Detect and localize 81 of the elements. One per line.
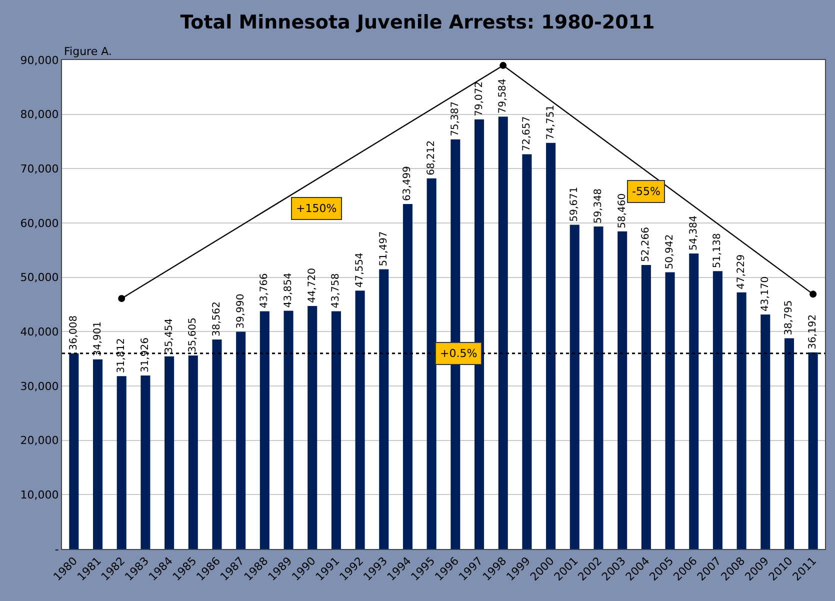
data-label: 51,138 — [712, 233, 724, 268]
bar — [93, 359, 103, 549]
data-label: 43,758 — [330, 273, 342, 308]
data-label: 31,812 — [116, 338, 128, 374]
data-label: 38,562 — [211, 301, 222, 336]
y-tick-label: 70,000 — [20, 162, 59, 176]
data-label: 35,454 — [164, 318, 175, 354]
bar — [426, 178, 436, 549]
text: Figure A. — [64, 45, 112, 58]
bar — [689, 254, 699, 549]
bar — [164, 356, 174, 549]
data-label: 75,387 — [450, 101, 461, 136]
bar — [212, 339, 222, 549]
point — [500, 62, 507, 69]
data-label: 34,901 — [92, 321, 104, 356]
bar — [402, 204, 412, 549]
y-tick-label: 50,000 — [20, 271, 59, 284]
bar — [379, 269, 389, 549]
annotation: +0.5% — [440, 347, 478, 360]
data-label: 79,584 — [498, 78, 509, 114]
bar — [712, 271, 722, 549]
annotation: -55% — [632, 185, 660, 198]
bar — [474, 119, 484, 549]
bar — [736, 292, 746, 549]
data-label: 43,170 — [760, 276, 771, 312]
data-label: 68,212 — [426, 140, 438, 176]
y-tick-label: 20,000 — [20, 434, 59, 448]
data-label: 31,926 — [140, 338, 151, 373]
bar — [808, 352, 818, 549]
data-label: 52,266 — [640, 227, 652, 262]
point — [810, 290, 817, 298]
bar — [546, 142, 556, 549]
bar — [594, 226, 604, 549]
bar — [641, 265, 651, 549]
y-tick-label: 60,000 — [20, 216, 59, 230]
annotation: +150% — [296, 202, 337, 215]
bar — [308, 306, 318, 549]
chart-title: Total Minnesota Juvenile Arrests: 1980-2011 — [180, 11, 655, 34]
bar — [784, 338, 794, 549]
bar — [260, 311, 270, 549]
bar — [570, 224, 580, 549]
data-label: 79,072 — [474, 81, 485, 116]
data-label: 50,942 — [664, 234, 676, 270]
bar — [760, 314, 770, 549]
y-tick-label: - — [54, 542, 59, 556]
y-tick-label: 30,000 — [20, 380, 59, 393]
data-label: 47,554 — [354, 252, 366, 288]
y-tick-label: 40,000 — [20, 326, 59, 339]
y-tick-label: 80,000 — [20, 108, 59, 122]
data-label: 47,229 — [736, 254, 748, 290]
data-label: 59,348 — [592, 188, 604, 224]
data-label: 39,990 — [235, 294, 246, 329]
bar — [618, 231, 628, 549]
bar — [498, 116, 508, 549]
data-label: 36,192 — [808, 314, 819, 350]
data-label: 59,671 — [569, 186, 580, 222]
bar — [116, 376, 126, 549]
y-tick-label: 10,000 — [20, 488, 59, 502]
data-label: 63,499 — [402, 166, 414, 201]
data-label: 51,497 — [378, 231, 390, 266]
bar — [522, 154, 532, 549]
data-label: 43,854 — [283, 272, 294, 308]
bar — [331, 311, 341, 549]
y-tick-label: 90,000 — [20, 54, 59, 67]
point — [118, 295, 126, 302]
bar — [140, 376, 150, 549]
bar — [355, 290, 365, 549]
data-label: 38,795 — [784, 300, 795, 336]
bar — [665, 272, 675, 549]
bar — [284, 310, 294, 549]
data-label: 35,605 — [188, 318, 199, 353]
data-label: 36,008 — [68, 315, 80, 350]
bar — [69, 353, 79, 549]
data-label: 58,460 — [616, 193, 628, 228]
data-label: 44,720 — [306, 268, 318, 304]
data-label: 43,766 — [259, 273, 270, 308]
bar — [188, 356, 198, 549]
data-label: 74,751 — [545, 104, 556, 140]
data-label: 54,384 — [688, 216, 700, 251]
data-label: 72,657 — [521, 116, 532, 152]
bar — [236, 332, 246, 549]
